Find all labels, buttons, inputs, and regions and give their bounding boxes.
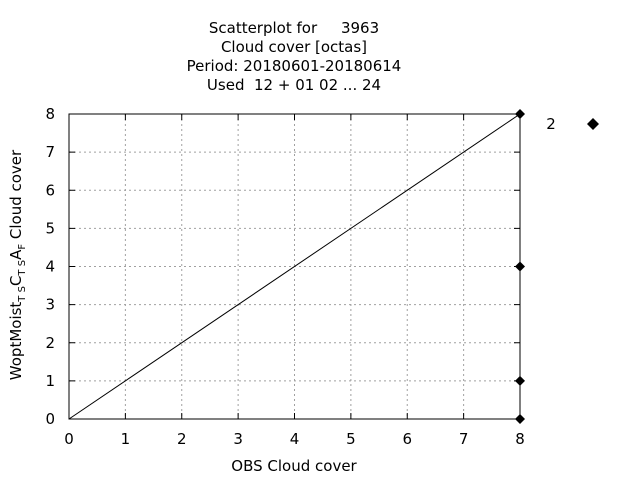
y-tick-label: 3 <box>45 296 55 314</box>
x-tick-label: 6 <box>402 430 412 448</box>
y-tick-label: 6 <box>45 181 55 199</box>
legend-diamond-marker <box>587 118 599 130</box>
chart-title-line-2: Cloud cover [octas] <box>221 38 367 56</box>
data-point-diamond <box>515 261 525 272</box>
chart-title-line-3: Period: 20180601-20180614 <box>187 57 402 75</box>
x-tick-label: 4 <box>290 430 300 448</box>
data-point-diamond <box>515 109 525 119</box>
grid-lines <box>69 114 520 419</box>
y-axis-label: WoptMoistT SCT SAF Cloud cover <box>7 149 28 380</box>
data-points <box>515 109 525 424</box>
x-tick-label: 1 <box>121 430 131 448</box>
y-tick-label: 8 <box>45 105 55 123</box>
one-to-one-line <box>68 113 521 420</box>
y-tick-labels: 0 1 2 3 4 5 6 7 8 <box>45 105 55 428</box>
y-tick-label: 7 <box>45 143 55 161</box>
chart-title-line-1: Scatterplot for 3963 <box>209 19 379 37</box>
y-axis-label-sub-1: T S <box>17 286 28 303</box>
x-tick-label: 3 <box>233 430 243 448</box>
x-tick-labels: 0 1 2 3 4 5 6 7 8 <box>64 430 525 448</box>
y-axis-label-tail: Cloud cover <box>7 149 25 244</box>
y-tick-label: 4 <box>45 258 55 276</box>
x-axis-label: OBS Cloud cover <box>231 457 357 475</box>
y-tick-label: 2 <box>45 334 55 352</box>
x-tick-label: 2 <box>177 430 187 448</box>
data-point-diamond <box>515 375 525 386</box>
x-tick-label: 7 <box>459 430 469 448</box>
x-tick-label: 8 <box>515 430 525 448</box>
y-axis-label-sub-3: F <box>17 244 28 250</box>
y-axis-label-mid-2: A <box>7 249 25 260</box>
y-axis-label-sub-2: T S <box>17 260 28 277</box>
y-tick-label: 0 <box>45 410 55 428</box>
x-tick-label: 0 <box>64 430 74 448</box>
data-point-diamond <box>515 414 525 424</box>
chart-title-line-4: Used 12 + 01 02 ... 24 <box>207 76 381 94</box>
legend-label: 2 <box>546 115 556 133</box>
y-tick-label: 1 <box>45 372 55 390</box>
x-tick-label: 5 <box>346 430 356 448</box>
y-axis-label-mid-1: C <box>7 276 25 286</box>
y-tick-label: 5 <box>45 219 55 237</box>
y-axis-label-main: WoptMoist <box>7 302 25 381</box>
